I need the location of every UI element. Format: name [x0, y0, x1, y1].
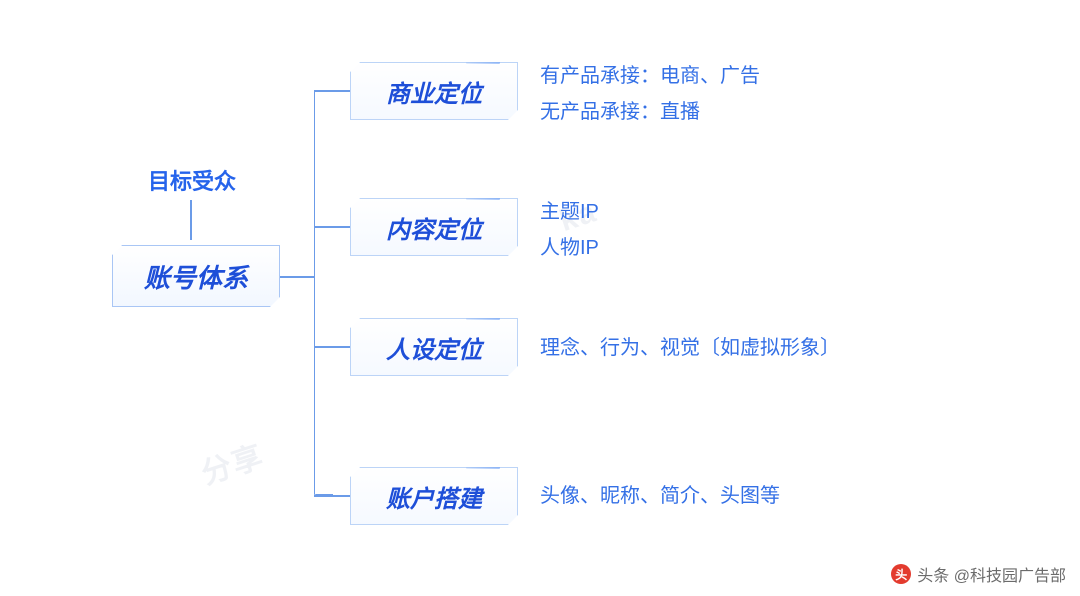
child-node-account: 账户搭建 — [350, 467, 518, 525]
bracket-stem — [280, 276, 314, 278]
root-node-label: 账号体系 — [144, 258, 248, 295]
child-desc-2: 理念、行为、视觉〔如虚拟形象〕 — [540, 330, 840, 366]
toutiao-logo-icon: 头 — [891, 564, 911, 584]
watermark-1: 分享 — [195, 431, 269, 493]
root-node: 账号体系 — [112, 245, 280, 307]
child-label-3: 账户搭建 — [386, 479, 482, 514]
arm-1 — [314, 226, 350, 228]
child-node-persona: 人设定位 — [350, 318, 518, 376]
child-desc-3: 头像、昵称、简介、头图等 — [540, 478, 780, 514]
child-node-business: 商业定位 — [350, 62, 518, 120]
child-desc-1-line-0: 主题IP — [540, 194, 599, 230]
bracket — [314, 90, 315, 495]
child-desc-1: 主题IP 人物IP — [540, 194, 599, 266]
arm-2 — [314, 346, 350, 348]
child-label-2: 人设定位 — [386, 330, 482, 365]
arm-0 — [314, 90, 350, 92]
child-desc-0-line-0: 有产品承接：电商、广告 — [540, 58, 760, 94]
child-desc-3-line-0: 头像、昵称、简介、头图等 — [540, 478, 780, 514]
child-label-0: 商业定位 — [386, 74, 482, 109]
child-desc-1-line-1: 人物IP — [540, 230, 599, 266]
child-desc-0: 有产品承接：电商、广告 无产品承接：直播 — [540, 58, 760, 130]
attribution-text: 头条 @科技园广告部 — [917, 562, 1066, 586]
arm-3 — [314, 495, 350, 497]
root-top-label: 目标受众 — [148, 164, 236, 196]
child-label-1: 内容定位 — [386, 210, 482, 245]
child-desc-0-line-1: 无产品承接：直播 — [540, 94, 760, 130]
attribution: 头 头条 @科技园广告部 — [891, 562, 1066, 586]
child-desc-2-line-0: 理念、行为、视觉〔如虚拟形象〕 — [540, 330, 840, 366]
child-node-content: 内容定位 — [350, 198, 518, 256]
root-connector — [190, 200, 192, 240]
